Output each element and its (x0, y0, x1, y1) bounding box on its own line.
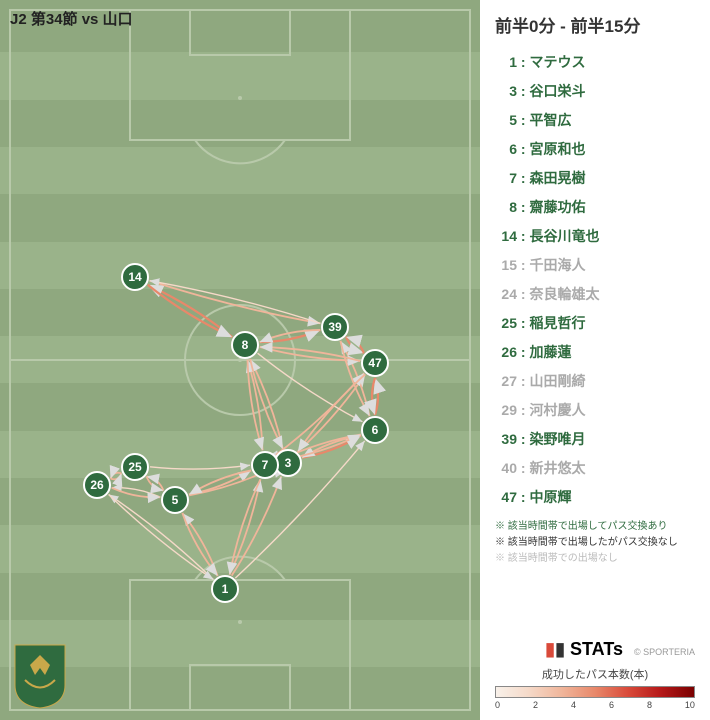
svg-text:26: 26 (90, 478, 104, 492)
roster-row: 7 : 森田晃樹 (495, 168, 695, 188)
roster-row: 25 : 稲見哲行 (495, 313, 695, 333)
svg-text:47: 47 (368, 356, 382, 370)
pass-arrow (230, 479, 261, 574)
svg-text:8: 8 (242, 338, 249, 352)
player-node-8: 8 (232, 332, 258, 358)
legend-ticks: 0246810 (495, 700, 695, 710)
player-node-25: 25 (122, 454, 148, 480)
roster-row: 1 : マテウス (495, 52, 695, 72)
player-node-39: 39 (322, 314, 348, 340)
pass-arrow (247, 360, 262, 450)
pass-arrow (340, 341, 369, 416)
svg-text:1: 1 (222, 582, 229, 596)
roster-row: 29 : 河村慶人 (495, 400, 695, 420)
roster-row: 5 : 平智広 (495, 110, 695, 130)
time-range: 前半0分 - 前半15分 (495, 12, 695, 37)
legend-notes: ※ 該当時間帯で出場してパス交換あり ※ 該当時間帯で出場したがパス交換なし ※… (495, 519, 695, 567)
roster-row: 27 : 山田剛綺 (495, 371, 695, 391)
player-node-6: 6 (362, 417, 388, 443)
player-node-1: 1 (212, 576, 238, 602)
pass-arrow (147, 477, 164, 491)
roster-list: 1 : マテウス 3 : 谷口栄斗 5 : 平智広 6 : 宮原和也 7 : 森田晃樹 8… (495, 52, 695, 507)
roster-row: 14 : 長谷川竜也 (495, 226, 695, 246)
brand-copyright: © SPORTERIA (634, 647, 695, 657)
roster-row: 26 : 加藤蓮 (495, 342, 695, 362)
svg-text:14: 14 (128, 270, 142, 284)
player-node-7: 7 (252, 452, 278, 478)
player-node-5: 5 (162, 487, 188, 513)
svg-text:6: 6 (372, 423, 379, 437)
pass-arrow (346, 337, 364, 353)
legend-title: 成功したパス本数(本) (495, 666, 695, 682)
player-node-14: 14 (122, 264, 148, 290)
pitch-area: J2 第34節 vs 山口 1 3 5 6 7 8 14 25 26 39 47 (0, 0, 480, 720)
pass-arrow (346, 337, 364, 353)
match-title: J2 第34節 vs 山口 (10, 8, 133, 29)
pass-arrow (150, 465, 250, 469)
pass-arrow (189, 470, 251, 494)
pass-arrow (147, 477, 164, 491)
brand-mark-icon: ▮ (545, 639, 555, 659)
brand-logo: ▮▮ STATs © SPORTERIA (545, 639, 695, 660)
pass-arrow (150, 281, 321, 324)
roster-row: 39 : 染野唯月 (495, 429, 695, 449)
pass-arrow (109, 494, 214, 579)
roster-row: 3 : 谷口栄斗 (495, 81, 695, 101)
pass-arrow (250, 359, 283, 449)
roster-row: 6 : 宮原和也 (495, 139, 695, 159)
note-present: ※ 該当時間帯で出場したがパス交換なし (495, 535, 695, 551)
legend-gradient (495, 686, 695, 698)
svg-text:25: 25 (128, 460, 142, 474)
brand-text: STATs (570, 639, 623, 659)
svg-text:7: 7 (262, 458, 269, 472)
svg-text:5: 5 (172, 493, 179, 507)
team-crest (10, 640, 70, 710)
color-legend: 成功したパス本数(本) 0246810 (495, 666, 695, 710)
player-node-47: 47 (362, 350, 388, 376)
side-panel: 前半0分 - 前半15分 1 : マテウス 3 : 谷口栄斗 5 : 平智広 6 : … (480, 0, 710, 720)
pass-arrow (150, 281, 321, 324)
note-active: ※ 該当時間帯で出場してパス交換あり (495, 519, 695, 535)
roster-row: 40 : 新井悠太 (495, 458, 695, 478)
pitch-diagram: 1 3 5 6 7 8 14 25 26 39 47 (5, 5, 475, 715)
svg-text:3: 3 (285, 456, 292, 470)
pass-arrow (189, 470, 251, 494)
pass-arrow (247, 360, 262, 450)
player-node-3: 3 (275, 450, 301, 476)
pass-arrow (372, 378, 375, 415)
roster-row: 24 : 奈良輪雄太 (495, 284, 695, 304)
player-node-26: 26 (84, 472, 110, 498)
pass-arrow (109, 494, 214, 579)
pass-arrow (230, 479, 261, 574)
pass-arrow (250, 359, 283, 449)
roster-row: 15 : 千田海人 (495, 255, 695, 275)
pass-arrow (340, 341, 369, 416)
roster-row: 47 : 中原輝 (495, 487, 695, 507)
root: J2 第34節 vs 山口 1 3 5 6 7 8 14 25 26 39 47 前半0分 - 前半… (0, 0, 710, 720)
roster-row: 8 : 齋藤功佑 (495, 197, 695, 217)
pass-arrow (232, 476, 282, 575)
note-absent: ※ 該当時間帯での出場なし (495, 551, 695, 567)
pass-arrow (375, 378, 378, 415)
svg-text:39: 39 (328, 320, 342, 334)
